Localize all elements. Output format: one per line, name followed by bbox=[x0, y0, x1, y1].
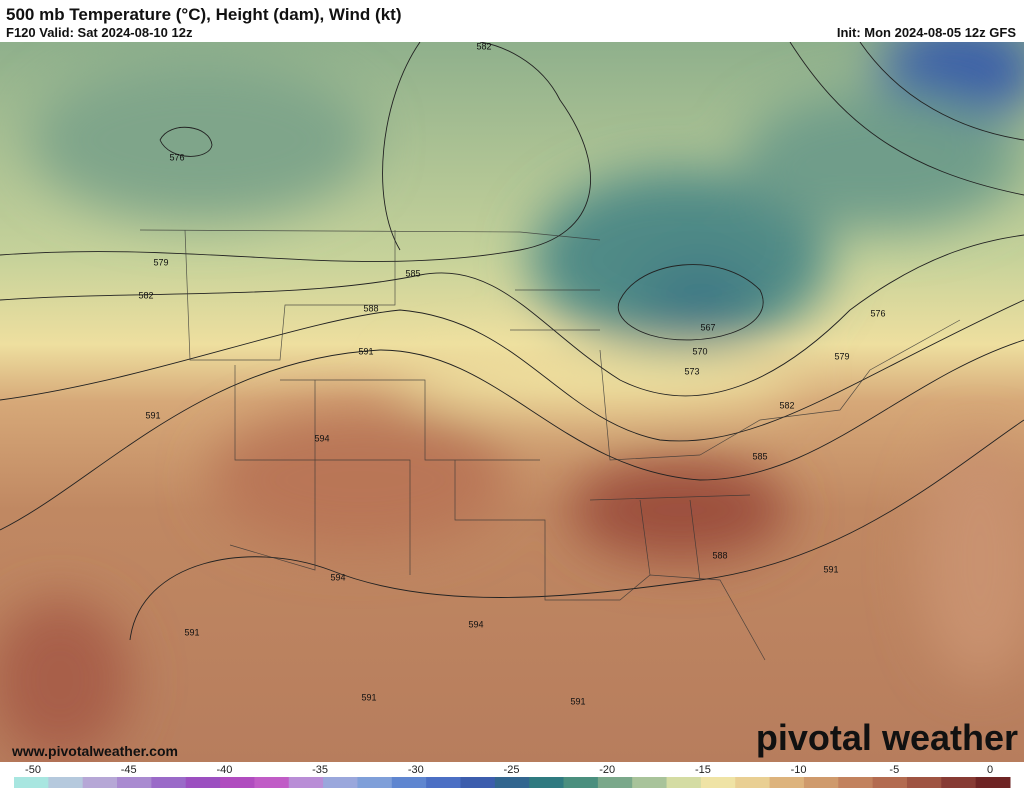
colorbar-tick-label: -15 bbox=[695, 764, 711, 776]
boundaries bbox=[139, 229, 961, 661]
contour-label: 591 bbox=[361, 692, 376, 702]
colorbar-swatch bbox=[838, 777, 874, 788]
colorbar-swatch bbox=[460, 777, 496, 788]
colorbar-swatch bbox=[117, 777, 152, 788]
contour-label: 582 bbox=[779, 400, 794, 410]
colorbar-tick-label: -45 bbox=[121, 764, 137, 776]
contour-label: 579 bbox=[834, 351, 849, 361]
website: www.pivotalweather.com bbox=[11, 743, 178, 759]
colorbar-swatch bbox=[872, 777, 908, 788]
contour-label: 582 bbox=[476, 41, 491, 51]
colorbar-tick-label: -20 bbox=[599, 764, 615, 776]
colorbar-swatch bbox=[357, 777, 393, 788]
colorbar-swatch bbox=[941, 777, 977, 788]
colorbar-swatch bbox=[666, 777, 702, 788]
colorbar: -50 -45 -40 -35 -30 -25 -20 -15 -10 -5 0 bbox=[14, 764, 1011, 788]
colorbar-swatch bbox=[151, 777, 187, 788]
colorbar-swatch bbox=[185, 777, 221, 788]
colorbar-swatch bbox=[426, 777, 461, 788]
contour-label: 567 bbox=[700, 322, 715, 332]
colorbar-tick-label: -35 bbox=[312, 764, 328, 776]
colorbar-tick-label: -10 bbox=[791, 764, 807, 776]
colorbar-swatch bbox=[48, 777, 84, 788]
colorbar-tick-label: -40 bbox=[216, 764, 232, 776]
contour-label: 582 bbox=[138, 290, 153, 300]
colorbar-swatch bbox=[632, 777, 668, 788]
contour-label: 588 bbox=[712, 550, 727, 560]
colorbar-swatch bbox=[529, 777, 565, 788]
colorbar-swatch bbox=[391, 777, 427, 788]
colorbar-swatch bbox=[14, 777, 49, 788]
contour-label: 588 bbox=[363, 303, 378, 313]
contour-label: 591 bbox=[358, 346, 373, 356]
colorbar-tick-label: -25 bbox=[504, 764, 520, 776]
contour-label: 594 bbox=[468, 619, 483, 629]
contour-label: 579 bbox=[153, 257, 168, 267]
colorbar-swatch bbox=[288, 777, 324, 788]
colorbar-swatch bbox=[700, 777, 736, 788]
colorbar-swatch bbox=[220, 777, 255, 788]
colorbar-tick-label: -30 bbox=[408, 764, 424, 776]
colorbar-swatch bbox=[254, 777, 290, 788]
colorbar-swatch bbox=[323, 777, 358, 788]
title: 500 mb Temperature (°C), Height (dam), W… bbox=[6, 5, 401, 24]
temperature-field bbox=[0, 42, 1024, 760]
colorbar-swatch bbox=[975, 777, 1011, 788]
height-contours bbox=[0, 42, 1024, 641]
contour-label: 576 bbox=[169, 152, 184, 162]
colorbar-swatch bbox=[906, 777, 942, 788]
contour-label: 591 bbox=[184, 627, 199, 637]
colorbar-swatch bbox=[735, 777, 771, 788]
contour-label: 585 bbox=[405, 268, 420, 278]
init-time: Init: Mon 2024-08-05 12z GFS bbox=[837, 25, 1016, 40]
contour-label: 570 bbox=[692, 346, 707, 356]
contour-labels: 582 576 579 582 585 588 591 591 594 594 591 591 594 5… bbox=[138, 41, 885, 706]
colorbar-swatch bbox=[803, 777, 839, 788]
colorbar-swatch bbox=[769, 777, 805, 788]
contour-label: 594 bbox=[330, 572, 345, 582]
colorbar-swatch bbox=[82, 777, 118, 788]
colorbar-swatch bbox=[563, 777, 599, 788]
map: 582 576 579 582 585 588 591 591 594 594 591 591 594 5… bbox=[0, 41, 1024, 762]
colorbar-tick-label: -50 bbox=[25, 764, 41, 776]
colorbar-tick-label: 0 bbox=[987, 764, 993, 776]
contour-label: 585 bbox=[752, 451, 767, 461]
valid-time: F120 Valid: Sat 2024-08-10 12z bbox=[6, 25, 193, 40]
contour-label: 591 bbox=[823, 564, 838, 574]
colorbar-swatch bbox=[494, 777, 530, 788]
colorbar-swatch bbox=[597, 777, 633, 788]
watermark: pivotal weather bbox=[756, 717, 1018, 758]
contour-label: 591 bbox=[145, 410, 160, 420]
contour-label: 573 bbox=[684, 366, 699, 376]
contour-label: 594 bbox=[314, 433, 329, 443]
colorbar-tick-label: -5 bbox=[889, 764, 899, 776]
contour-label: 576 bbox=[870, 308, 885, 318]
contour-label: 591 bbox=[570, 696, 585, 706]
